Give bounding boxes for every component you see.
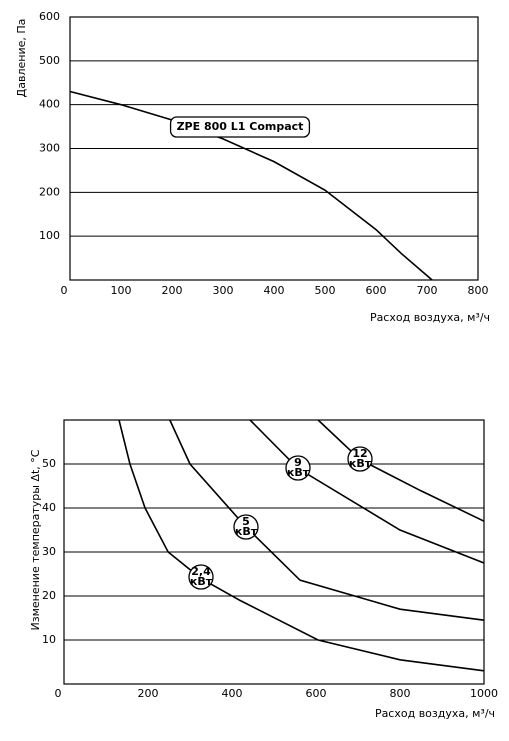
x-tick-label: 300 — [213, 284, 234, 297]
series-label: 5 — [242, 515, 250, 528]
x-tick-label: 400 — [222, 687, 243, 700]
series-label-badge — [285, 455, 311, 481]
x-tick-label: 200 — [162, 284, 183, 297]
x-tick-label: 1000 — [470, 687, 498, 700]
y-tick-label: 40 — [42, 501, 56, 514]
x-tick-label: 400 — [264, 284, 285, 297]
series-label: 9 — [294, 456, 302, 469]
series-line — [169, 419, 485, 621]
y-tick-label: 300 — [39, 142, 60, 155]
y-tick-label: 10 — [42, 633, 56, 646]
series-label-badge — [233, 514, 259, 540]
y-tick-label: 600 — [39, 10, 60, 23]
x-tick-label: 800 — [390, 687, 411, 700]
x-tick-label: 200 — [138, 687, 159, 700]
x-tick-label: 100 — [111, 284, 132, 297]
y-tick-label: 400 — [39, 98, 60, 111]
series-label-unit: кВт — [190, 575, 213, 588]
x-axis-title: Расход воздуха, м³/ч — [375, 707, 495, 720]
y-tick-label: 50 — [42, 457, 56, 470]
x-axis-title: Расход воздуха, м³/ч — [370, 311, 490, 324]
series-label: 2,4 — [191, 565, 211, 578]
y-tick-label: 200 — [39, 185, 60, 198]
y-tick-label: 500 — [39, 54, 60, 67]
x-tick-label: 500 — [315, 284, 336, 297]
series-line — [249, 419, 485, 564]
series-label-badge — [347, 446, 373, 472]
series-label-badge — [188, 564, 214, 590]
series-label-unit: кВт — [349, 457, 372, 470]
series-label-unit: кВт — [235, 525, 258, 538]
y-tick-label: 20 — [42, 589, 56, 602]
x-tick-label: 0 — [55, 687, 62, 700]
series-label-box — [169, 116, 311, 138]
x-tick-label: 800 — [468, 284, 489, 297]
series-label: 12 — [352, 447, 367, 460]
series-label: ZPE 800 L1 Compact — [177, 120, 304, 133]
x-tick-label: 600 — [306, 687, 327, 700]
y-axis-title: Давление, Па — [15, 19, 28, 98]
series-line — [69, 90, 433, 281]
x-tick-label: 0 — [61, 284, 68, 297]
y-tick-label: 30 — [42, 545, 56, 558]
y-tick-label: 100 — [39, 229, 60, 242]
x-tick-label: 700 — [417, 284, 438, 297]
x-tick-label: 600 — [366, 284, 387, 297]
series-line — [317, 419, 485, 522]
series-label-unit: кВт — [287, 466, 310, 479]
y-axis-title: Изменение температуры Δt, °C — [29, 449, 42, 630]
